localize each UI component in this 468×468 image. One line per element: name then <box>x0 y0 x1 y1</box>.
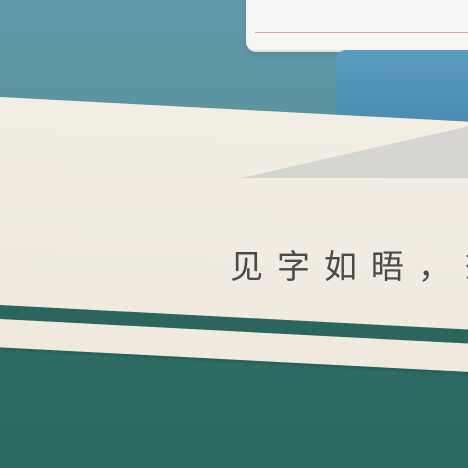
paper-stack <box>246 0 468 52</box>
paper-stack-red-line <box>255 32 468 33</box>
caption-text: 见字如晤，想 <box>230 247 468 286</box>
